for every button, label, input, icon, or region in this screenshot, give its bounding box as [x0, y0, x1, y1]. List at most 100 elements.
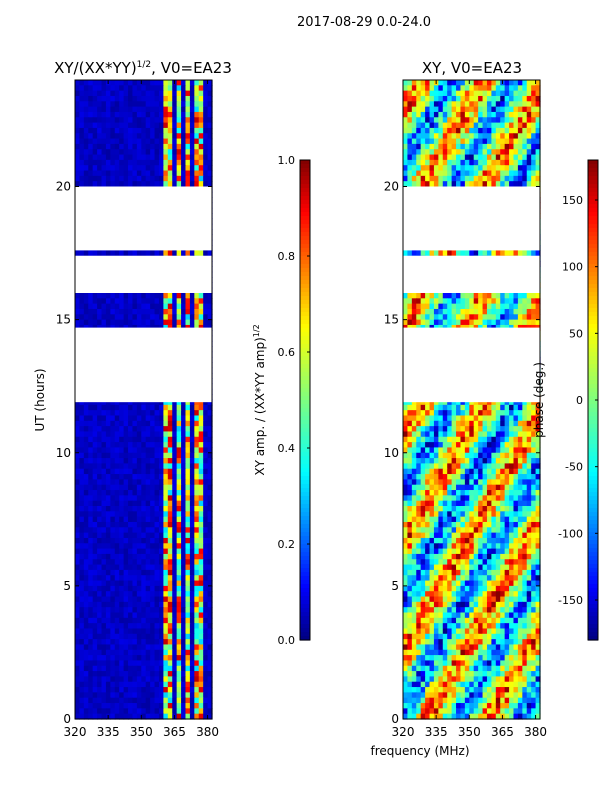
heatmap-cell — [181, 660, 187, 667]
heatmap-cell — [203, 612, 209, 619]
heatmap-cell — [425, 250, 431, 257]
heatmap-cell — [114, 117, 120, 124]
heatmap-cell — [141, 159, 147, 166]
heatmap-cell — [123, 495, 129, 502]
heatmap-cell — [154, 117, 160, 124]
heatmap-cell — [145, 458, 151, 464]
heatmap-cell — [203, 484, 209, 491]
heatmap-cell — [185, 564, 191, 571]
colorbar-segment — [300, 220, 310, 225]
heatmap-cell — [500, 127, 506, 134]
heatmap-cell — [473, 154, 479, 161]
heatmap-cell — [83, 601, 89, 608]
heatmap-cell — [141, 165, 147, 172]
heatmap-cell — [478, 154, 484, 161]
heatmap-cell — [482, 133, 488, 140]
heatmap-cell — [460, 122, 466, 129]
heatmap-cell — [203, 293, 209, 299]
heatmap-cell — [150, 80, 156, 86]
heatmap-cell — [504, 175, 510, 182]
colorbar-segment — [300, 164, 310, 169]
heatmap-cell — [163, 617, 169, 624]
heatmap-cell — [83, 175, 89, 182]
heatmap-cell — [136, 420, 142, 427]
heatmap-cell — [522, 250, 528, 257]
heatmap-cell — [154, 95, 160, 102]
heatmap-cell — [114, 713, 120, 720]
heatmap-cell — [189, 410, 195, 417]
heatmap-cell — [132, 314, 138, 321]
heatmap-cell — [79, 308, 85, 315]
heatmap-cell — [83, 575, 89, 582]
heatmap-cell — [185, 410, 191, 417]
heatmap-cell — [141, 612, 147, 619]
heatmap-cell — [114, 138, 120, 145]
heatmap-cell — [101, 607, 107, 614]
heatmap-cell — [123, 521, 129, 528]
heatmap-cell — [176, 580, 182, 587]
heatmap-cell — [447, 165, 453, 172]
heatmap-cell — [495, 149, 501, 156]
heatmap-cell — [105, 548, 111, 555]
heatmap-cell — [198, 527, 204, 534]
heatmap-cell — [416, 80, 422, 86]
heatmap-cell — [92, 516, 98, 523]
heatmap-cell — [491, 127, 497, 134]
heatmap-cell — [163, 633, 169, 640]
heatmap-cell — [110, 516, 116, 523]
heatmap-cell — [456, 111, 462, 118]
heatmap-cell — [128, 559, 134, 566]
heatmap-cell — [181, 80, 187, 86]
heatmap-cell — [194, 617, 200, 624]
heatmap-cell — [167, 580, 173, 587]
heatmap-cell — [119, 170, 125, 177]
heatmap-cell — [105, 665, 111, 672]
heatmap-cell — [97, 95, 103, 102]
heatmap-cell — [198, 143, 204, 150]
heatmap-cell — [136, 452, 142, 459]
heatmap-cell — [132, 591, 138, 598]
colorbar-segment — [300, 192, 310, 197]
heatmap-cell — [79, 415, 85, 422]
heatmap-cell — [172, 90, 178, 97]
heatmap-cell — [207, 138, 213, 145]
heatmap-cell — [473, 143, 479, 150]
heatmap-cell — [181, 170, 187, 177]
heatmap-cell — [433, 133, 439, 140]
heatmap-cell — [531, 95, 537, 102]
heatmap-cell — [185, 85, 191, 92]
heatmap-cell — [464, 80, 470, 86]
heatmap-cell — [176, 655, 182, 662]
heatmap-cell — [79, 170, 85, 177]
heatmap-cell — [136, 181, 142, 188]
heatmap-cell — [203, 692, 209, 699]
heatmap-cell — [92, 436, 98, 443]
heatmap-cell — [203, 442, 209, 449]
heatmap-cell — [189, 298, 195, 305]
heatmap-cell — [172, 426, 178, 433]
heatmap-cell — [97, 399, 103, 406]
heatmap-cell — [158, 585, 164, 592]
heatmap-cell — [198, 687, 204, 693]
heatmap-cell — [141, 516, 147, 523]
heatmap-cell — [128, 490, 134, 496]
heatmap-cell — [517, 106, 523, 113]
heatmap-cell — [128, 463, 134, 470]
y-tick-label: 15 — [56, 313, 71, 327]
heatmap-cell — [203, 447, 209, 454]
heatmap-cell — [194, 591, 200, 598]
heatmap-cell — [194, 580, 200, 587]
heatmap-cell — [88, 122, 94, 129]
heatmap-cell — [123, 149, 129, 156]
heatmap-cell — [207, 649, 213, 656]
heatmap-cell — [403, 250, 409, 257]
heatmap-cell — [158, 308, 164, 315]
heatmap-cell — [189, 111, 195, 118]
heatmap-cell — [132, 521, 138, 528]
heatmap-cell — [189, 521, 195, 528]
heatmap-cell — [154, 617, 160, 624]
heatmap-cell — [119, 655, 125, 662]
heatmap-cell — [194, 154, 200, 161]
heatmap-cell — [145, 681, 151, 688]
heatmap-cell — [110, 452, 116, 459]
